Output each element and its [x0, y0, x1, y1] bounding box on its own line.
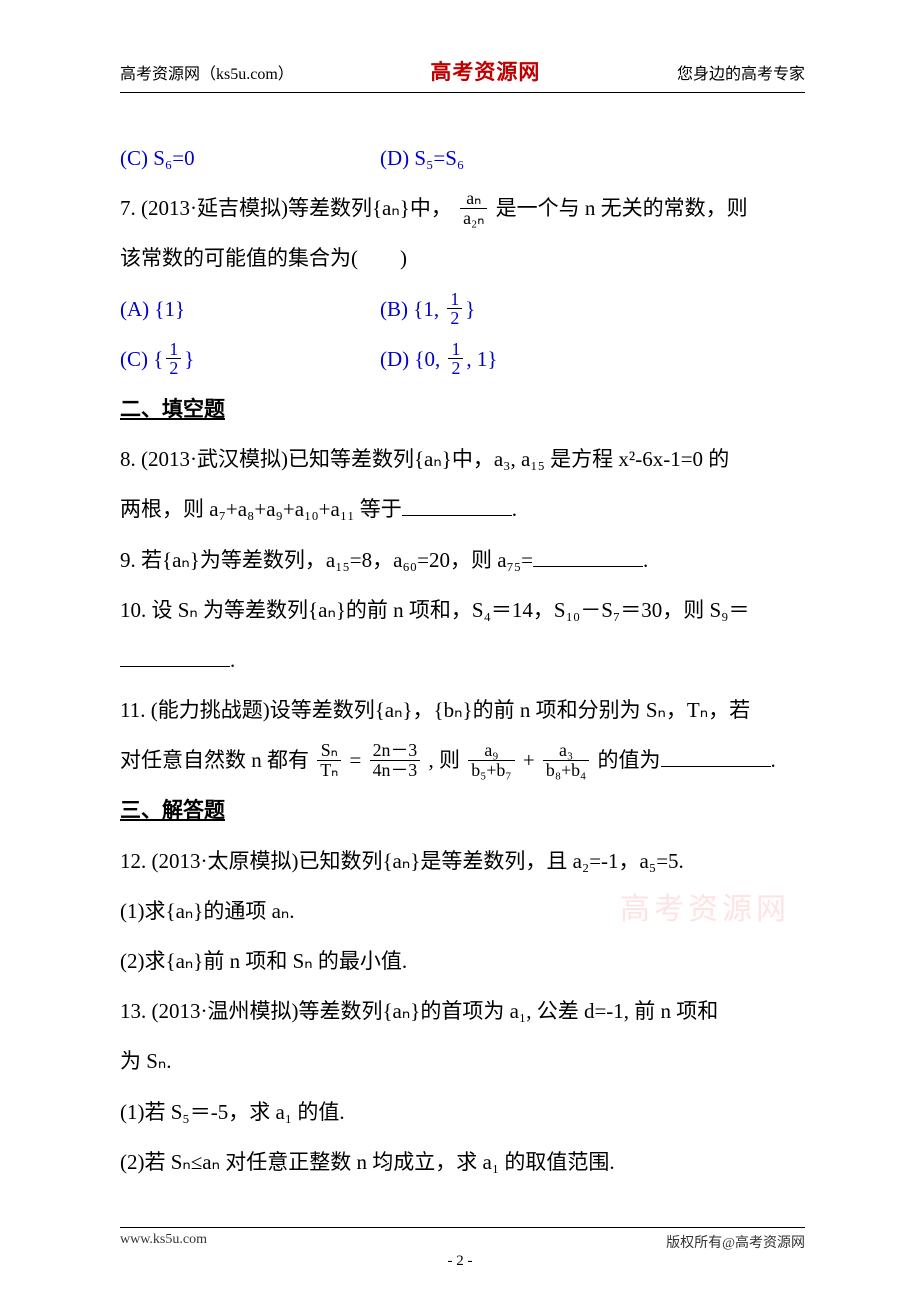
q10-b: . [230, 648, 235, 672]
q8-line1: 8. (2013·武汉模拟)已知等差数列{aₙ}中，a₃, a₁₅ 是方程 x²… [120, 436, 805, 482]
q9-a: 9. 若{aₙ}为等差数列，a₁₅=8，a₆₀=20，则 a₇₅= [120, 548, 533, 572]
q11-line1: 11. (能力挑战题)设等差数列{aₙ}，{bₙ}的前 n 项和分别为 Sₙ，T… [120, 687, 805, 733]
q7-d-pre: (D) {0, [380, 347, 445, 371]
footer-left: www.ks5u.com [120, 1232, 207, 1252]
half-frac: 12 [447, 290, 462, 328]
q7-d-post: , 1} [466, 347, 497, 371]
q13-p2: (2)若 Sₙ≤aₙ 对任意正整数 n 均成立，求 a₁ 的取值范围. [120, 1139, 805, 1185]
q7-frac: aₙ a₂ₙ [460, 189, 487, 227]
f4n: a₃ [543, 741, 589, 760]
content: (C) S₆=0 (D) S₅=S₆ 7. (2013·延吉模拟)等差数列{aₙ… [120, 135, 805, 1185]
q7-choices-ab: (A) {1} (B) {1, 12} [120, 286, 805, 332]
q7-b-post: } [465, 297, 475, 321]
half-num2: 1 [166, 340, 181, 359]
q11-blank [661, 746, 771, 767]
q11-post: 的值为 [598, 748, 661, 772]
q8-line2: 两根，则 a₇+a₈+a₉+a₁₀+a₁₁ 等于. [120, 486, 805, 532]
section-2-heading: 二、填空题 [120, 386, 805, 432]
q9-line: 9. 若{aₙ}为等差数列，a₁₅=8，a₆₀=20，则 a₇₅=. [120, 537, 805, 583]
f2d: 4n－3 [370, 760, 421, 780]
page-header: 高考资源网（ks5u.com） 高考资源网 您身边的高考专家 [120, 56, 805, 93]
q11-b-pre: 对任意自然数 n 都有 [120, 748, 309, 772]
half-den: 2 [447, 308, 462, 328]
q11-frac1: SₙTₙ [317, 741, 341, 779]
section-3-heading: 三、解答题 [120, 787, 805, 833]
q7-c-pre: (C) { [120, 347, 163, 371]
q13-stem-a: 13. (2013·温州模拟)等差数列{aₙ}的首项为 a₁, 公差 d=-1,… [120, 988, 805, 1034]
q13-p1: (1)若 S₅＝-5，求 a₁ 的值. [120, 1089, 805, 1135]
q12-p1: (1)求{aₙ}的通项 aₙ. [120, 888, 805, 934]
q6-choice-d: (D) S₅=S₆ [380, 135, 464, 181]
q9-blank [533, 546, 643, 567]
f3d: b₅+b₇ [468, 760, 514, 780]
half-den3: 2 [448, 358, 463, 378]
q8-b: 两根，则 a₇+a₈+a₉+a₁₀+a₁₁ 等于 [120, 497, 402, 521]
header-right: 您身边的高考专家 [677, 60, 805, 84]
header-center: 高考资源网 [430, 56, 540, 86]
q13-stem-b: 为 Sₙ. [120, 1038, 805, 1084]
f3n: a₉ [468, 741, 514, 760]
q11-frac4: a₃b₈+b₄ [543, 741, 589, 779]
half-num: 1 [447, 290, 462, 309]
q7-choices-cd: (C) {12} (D) {0, 12, 1} [120, 336, 805, 382]
q7-stem-b: 是一个与 n 无关的常数，则 [496, 196, 748, 220]
q11-plus: + [523, 748, 535, 772]
q10-line2: . [120, 637, 805, 683]
q7-c-post: } [184, 347, 194, 371]
frac-num: aₙ [460, 189, 487, 208]
page: 高考资源网（ks5u.com） 高考资源网 您身边的高考专家 (C) S₆=0 … [0, 0, 920, 1302]
q7-stem-line1: 7. (2013·延吉模拟)等差数列{aₙ}中， aₙ a₂ₙ 是一个与 n 无… [120, 185, 805, 231]
half-frac-3: 12 [448, 340, 463, 378]
frac-den: a₂ₙ [460, 208, 487, 228]
header-left: 高考资源网（ks5u.com） [120, 60, 294, 84]
f4d: b₈+b₄ [543, 760, 589, 780]
q7-choice-c: (C) {12} [120, 336, 380, 382]
page-footer: www.ks5u.com 版权所有@高考资源网 [120, 1227, 805, 1252]
q7-stem-a: 7. (2013·延吉模拟)等差数列{aₙ}中， [120, 196, 452, 220]
q12-stem: 12. (2013·太原模拟)已知数列{aₙ}是等差数列，且 a₂=-1，a₅=… [120, 838, 805, 884]
q8-blank [402, 495, 512, 516]
footer-right: 版权所有@高考资源网 [666, 1232, 805, 1252]
half-frac-2: 12 [166, 340, 181, 378]
q7-choice-a: (A) {1} [120, 286, 380, 332]
q6-choice-c: (C) S₆=0 [120, 135, 380, 181]
q10-line1: 10. 设 Sₙ 为等差数列{aₙ}的前 n 项和，S₄＝14，S₁₀－S₇＝3… [120, 587, 805, 633]
half-den2: 2 [166, 358, 181, 378]
q11-line2: 对任意自然数 n 都有 SₙTₙ = 2n－34n－3 , 则 a₉b₅+b₇ … [120, 737, 805, 783]
q11-mid: , 则 [428, 748, 460, 772]
f2n: 2n－3 [370, 741, 421, 760]
q11-end: . [771, 748, 776, 772]
q9-b: . [643, 548, 648, 572]
q12-p2: (2)求{aₙ}前 n 项和 Sₙ 的最小值. [120, 938, 805, 984]
q7-choice-b: (B) {1, 12} [380, 286, 475, 332]
q7-stem-line2: 该常数的可能值的集合为( ) [120, 235, 805, 281]
q11-eq: = [350, 748, 362, 772]
f1n: Sₙ [317, 741, 341, 760]
half-num3: 1 [448, 340, 463, 359]
footer-page-number: - 2 - [0, 1253, 920, 1270]
f1d: Tₙ [317, 760, 341, 780]
q8-c: . [512, 497, 517, 521]
q11-frac3: a₉b₅+b₇ [468, 741, 514, 779]
q7-b-pre: (B) {1, [380, 297, 444, 321]
q6-choices-cd: (C) S₆=0 (D) S₅=S₆ [120, 135, 805, 181]
q11-frac2: 2n－34n－3 [370, 741, 421, 779]
q10-blank [120, 646, 230, 667]
q7-choice-d: (D) {0, 12, 1} [380, 336, 498, 382]
